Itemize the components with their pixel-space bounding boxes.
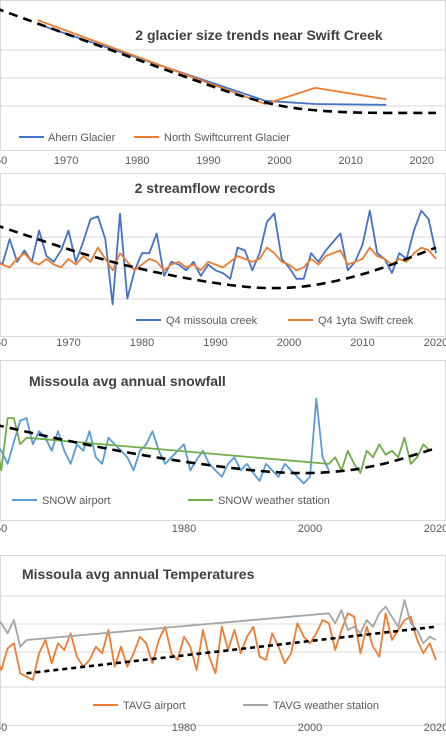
legend-label-tavg-station: TAVG weather station xyxy=(273,700,379,712)
x-tick-label: 1950 xyxy=(0,523,7,535)
chart-title-3: Missoula avg annual snowfall xyxy=(29,373,226,389)
plot-area-4: 1950 1980 2000 2020 xyxy=(0,595,446,734)
legend-label-tavg-airport: TAVG airport xyxy=(123,700,186,712)
legend-label-q4-missoula: Q4 missoula creek xyxy=(166,315,258,327)
series-line-q4-1yta-swift-creek xyxy=(0,246,437,272)
legend-label-north-swiftcurrent: North Swiftcurrent Glacier xyxy=(164,132,290,144)
x-tick-label: 2000 xyxy=(277,337,301,349)
x-tick-label: 2020 xyxy=(424,523,446,535)
x-tick-label: 1960 xyxy=(0,337,7,349)
x-tick-label: 1960 xyxy=(0,155,7,167)
plot-area-2: 1960 1970 1980 1990 2000 2010 2020 xyxy=(0,204,446,349)
x-tick-label: 2000 xyxy=(298,523,322,535)
chart-title-1: 2 glacier size trends near Swift Creek xyxy=(135,27,383,43)
chart-title-4: Missoula avg annual Temperatures xyxy=(22,566,255,582)
series-line-snow-weather-station xyxy=(0,417,431,474)
trend-line xyxy=(26,625,437,675)
plot-area-3: 1950 1980 2000 2020 xyxy=(0,397,446,535)
x-tick-label: 2000 xyxy=(267,155,291,167)
x-tick-label: 2010 xyxy=(338,155,362,167)
x-tick-label: 2010 xyxy=(350,337,374,349)
chart-title-2: 2 streamflow records xyxy=(135,180,276,196)
trend-line xyxy=(0,424,437,475)
legend-label-ahern: Ahern Glacier xyxy=(48,132,116,144)
series-line-tavg-airport xyxy=(0,612,437,681)
legend-4: TAVG airport TAVG weather station xyxy=(93,700,379,712)
series-line-q4-missoula-creek xyxy=(0,209,437,306)
panel-frame-1 xyxy=(0,0,446,151)
series-line-tavg-weather-station xyxy=(0,599,437,648)
x-tick-label: 1980 xyxy=(172,722,196,734)
legend-2: Q4 missoula creek Q4 1yta Swift creek xyxy=(136,315,414,327)
panel-frame-3 xyxy=(0,360,446,521)
x-tick-label: 1990 xyxy=(203,337,227,349)
x-tick-label: 2000 xyxy=(298,722,322,734)
legend-label-q4-swift: Q4 1yta Swift creek xyxy=(318,315,414,327)
plot-area-1: 1960 1970 1980 1990 2000 2010 2020 xyxy=(0,8,446,167)
legend-label-snow-station: SNOW weather station xyxy=(218,495,330,507)
trend-line xyxy=(0,225,437,290)
x-tick-label: 1950 xyxy=(0,722,7,734)
x-tick-label: 2020 xyxy=(424,337,446,349)
legend-3: SNOW airport SNOW weather station xyxy=(12,495,330,507)
legend-1: Ahern Glacier North Swiftcurrent Glacier xyxy=(19,132,290,144)
x-tick-label: 1980 xyxy=(130,337,154,349)
x-tick-label: 1980 xyxy=(172,523,196,535)
x-tick-label: 1980 xyxy=(125,155,149,167)
legend-label-snow-airport: SNOW airport xyxy=(42,495,110,507)
x-tick-label: 1990 xyxy=(196,155,220,167)
trend-line xyxy=(0,8,436,115)
x-tick-label: 1970 xyxy=(54,155,78,167)
x-tick-label: 2020 xyxy=(410,155,434,167)
x-tick-label: 1970 xyxy=(56,337,80,349)
x-tick-label: 2020 xyxy=(424,722,446,734)
series-line-north-swiftcurrent-glacier xyxy=(37,19,387,105)
